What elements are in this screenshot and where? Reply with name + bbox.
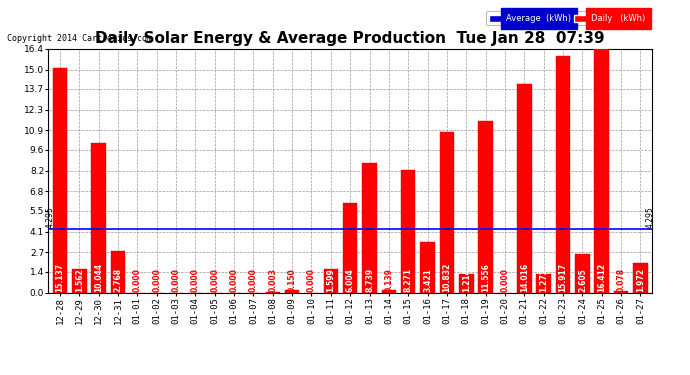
Bar — [614, 291, 629, 292]
Bar — [595, 49, 609, 292]
Bar — [459, 274, 473, 292]
Bar — [362, 163, 377, 292]
Text: 8.271: 8.271 — [404, 268, 413, 292]
Text: 8.739: 8.739 — [365, 268, 374, 292]
Bar — [517, 84, 531, 292]
Text: 1.272: 1.272 — [539, 268, 548, 292]
Bar — [633, 263, 648, 292]
Bar — [343, 203, 357, 292]
Title: Daily Solar Energy & Average Production  Tue Jan 28  07:39: Daily Solar Energy & Average Production … — [95, 31, 605, 46]
Text: 0.150: 0.150 — [288, 268, 297, 292]
Text: 2.768: 2.768 — [113, 268, 122, 292]
Bar — [478, 121, 493, 292]
Text: 0.003: 0.003 — [268, 268, 277, 292]
Text: 16.412: 16.412 — [598, 262, 607, 292]
Bar — [440, 132, 454, 292]
Text: 1.562: 1.562 — [75, 268, 83, 292]
Text: 0.000: 0.000 — [152, 268, 161, 292]
Bar — [324, 269, 338, 292]
Text: 4.295: 4.295 — [646, 206, 655, 228]
Bar — [52, 68, 67, 292]
Bar — [575, 254, 590, 292]
Text: 1.214: 1.214 — [462, 268, 471, 292]
Text: 4.295: 4.295 — [46, 206, 55, 228]
Text: 14.016: 14.016 — [520, 262, 529, 292]
Text: 0.000: 0.000 — [307, 268, 316, 292]
Text: 0.000: 0.000 — [132, 268, 142, 292]
Bar — [555, 56, 571, 292]
Text: 11.556: 11.556 — [481, 263, 490, 292]
Text: 10.044: 10.044 — [94, 262, 103, 292]
Bar — [382, 290, 396, 292]
Bar — [401, 170, 415, 292]
Text: 0.078: 0.078 — [617, 268, 626, 292]
Text: 0.000: 0.000 — [172, 268, 181, 292]
Bar — [536, 274, 551, 292]
Text: 15.137: 15.137 — [55, 262, 64, 292]
Text: 15.917: 15.917 — [558, 262, 568, 292]
Text: 0.139: 0.139 — [384, 268, 393, 292]
Text: 1.599: 1.599 — [326, 268, 335, 292]
Text: Copyright 2014 Cartronics.com: Copyright 2014 Cartronics.com — [7, 34, 152, 43]
Text: 0.000: 0.000 — [191, 268, 200, 292]
Text: 0.000: 0.000 — [249, 268, 258, 292]
Bar — [72, 269, 86, 292]
Text: 2.605: 2.605 — [578, 268, 587, 292]
Text: 6.004: 6.004 — [346, 268, 355, 292]
Text: 3.421: 3.421 — [423, 268, 432, 292]
Text: 0.000: 0.000 — [210, 268, 219, 292]
Text: 10.832: 10.832 — [442, 262, 451, 292]
Text: 0.000: 0.000 — [500, 268, 509, 292]
Text: 1.972: 1.972 — [636, 268, 645, 292]
Bar — [110, 251, 125, 292]
Legend: Average  (kWh), Daily   (kWh): Average (kWh), Daily (kWh) — [486, 12, 648, 26]
Text: 0.000: 0.000 — [230, 268, 239, 292]
Bar — [285, 290, 299, 292]
Bar — [420, 242, 435, 292]
Bar — [91, 143, 106, 292]
